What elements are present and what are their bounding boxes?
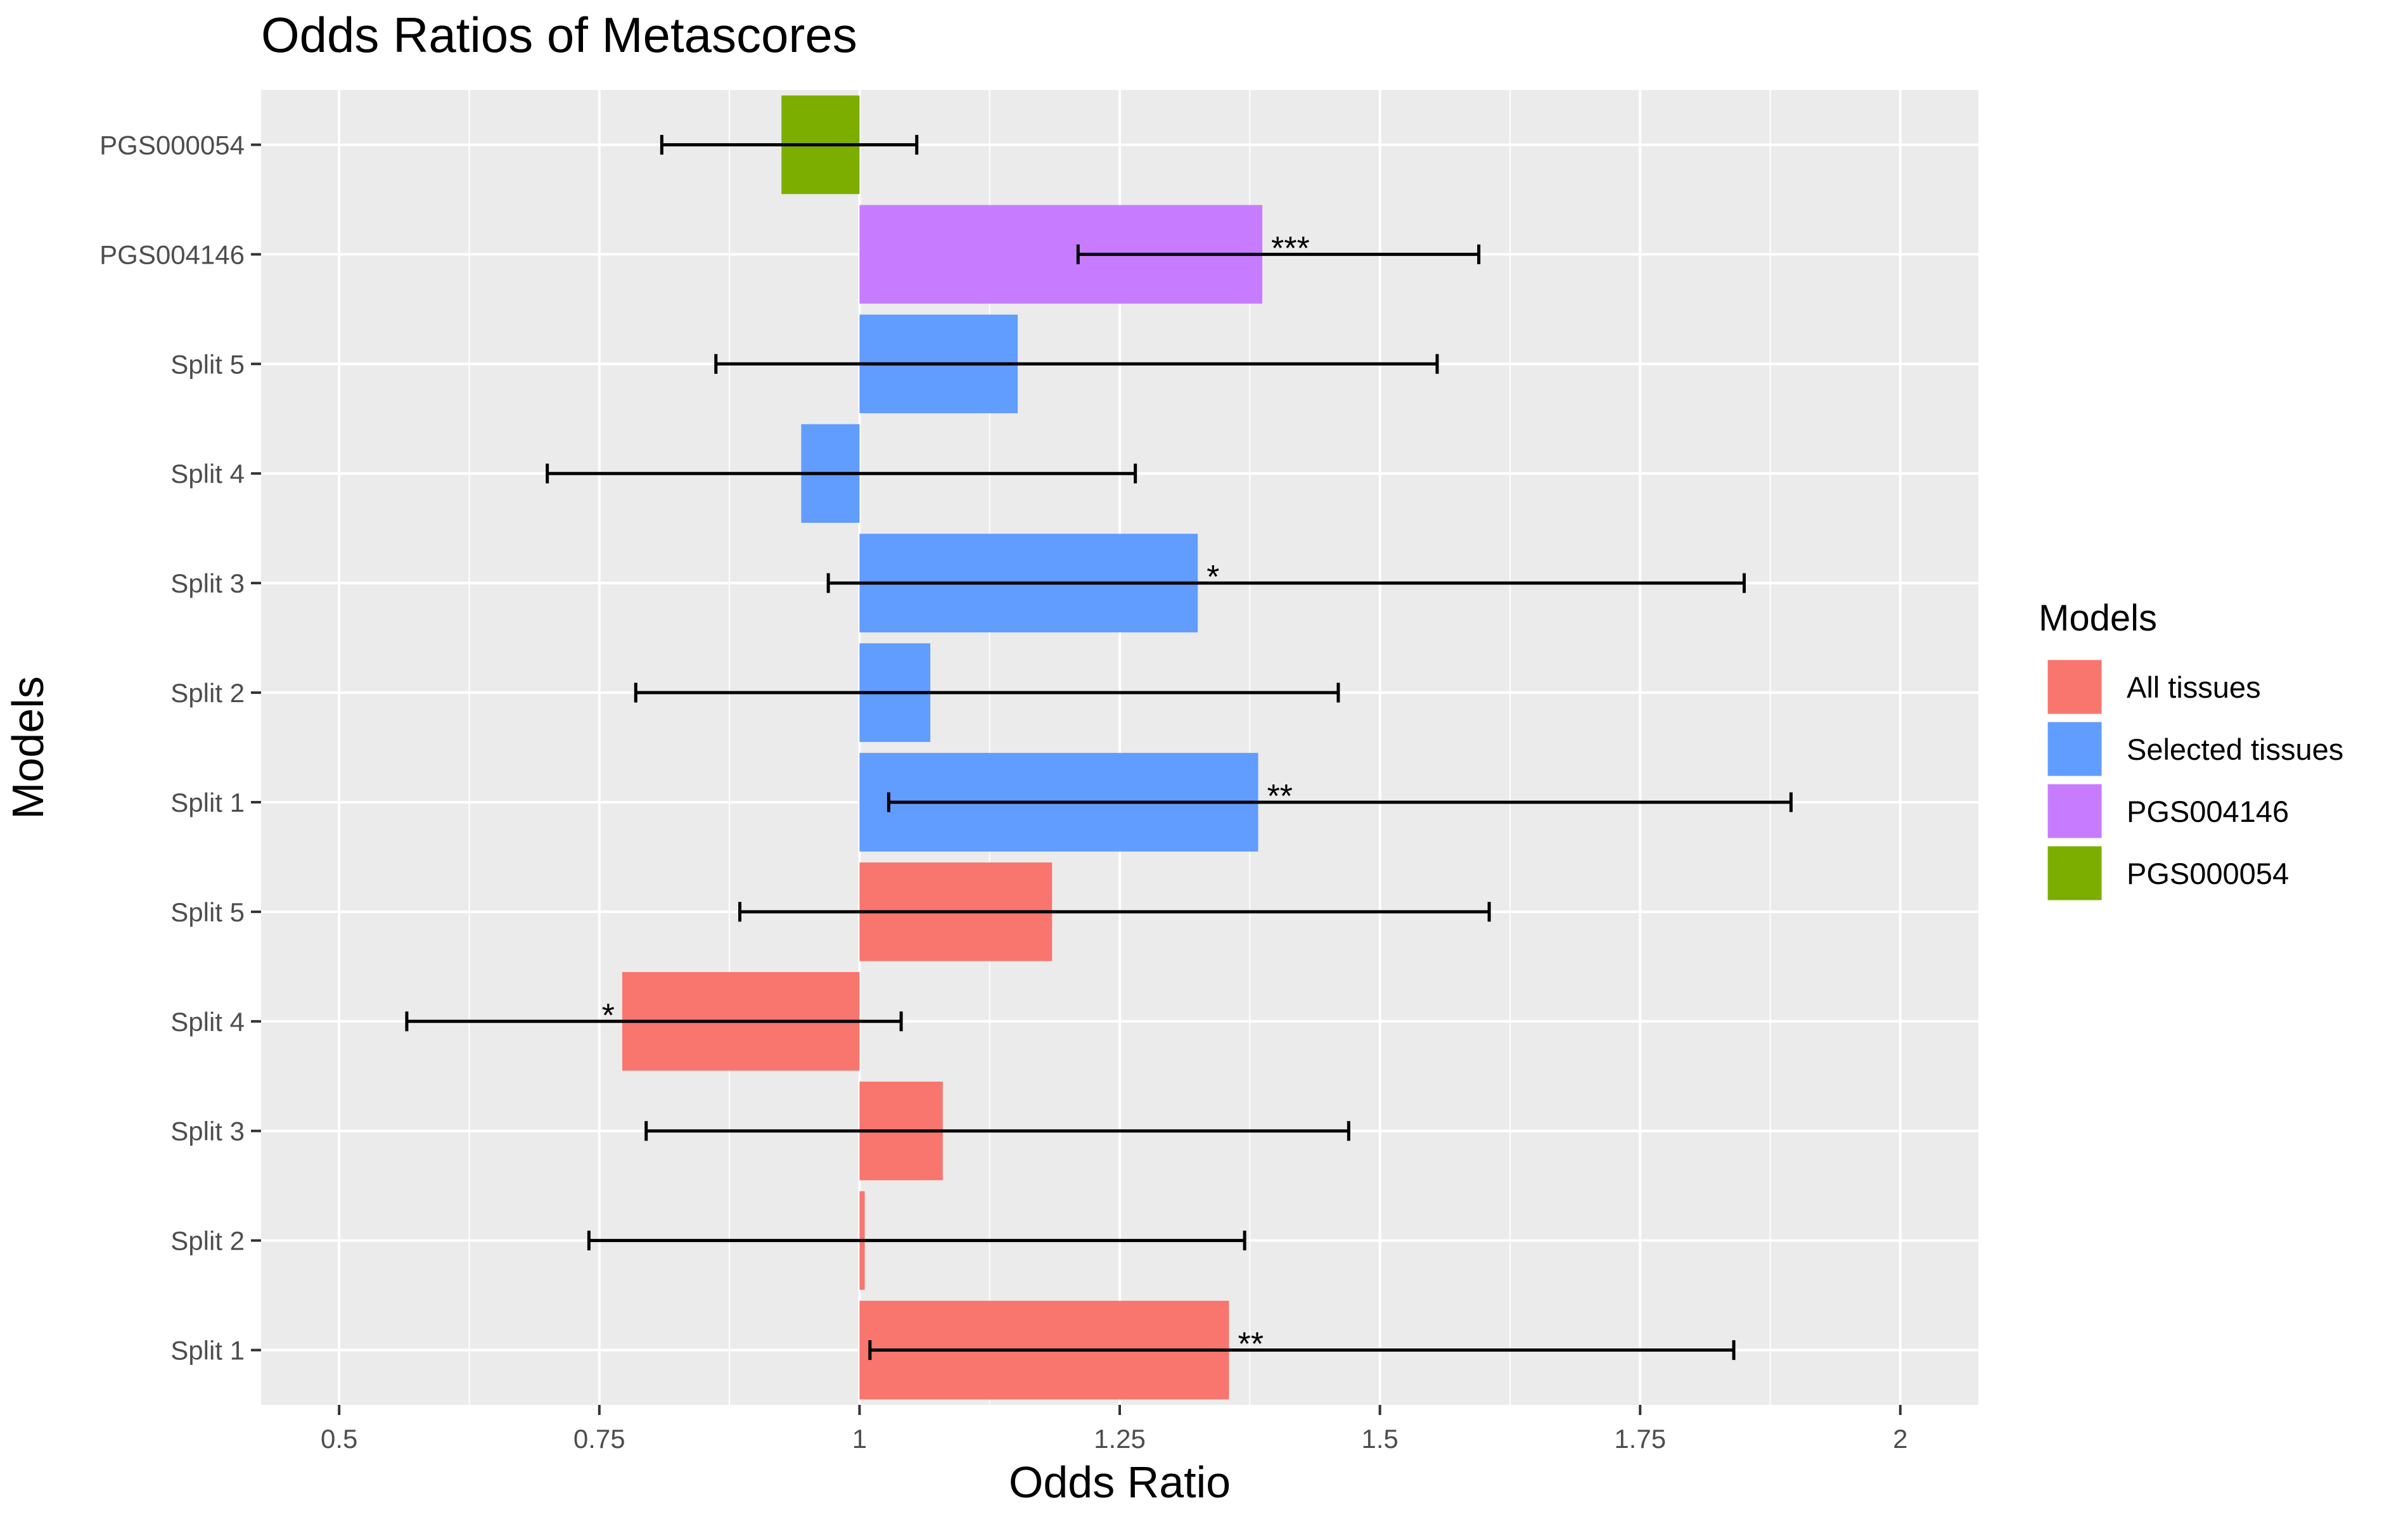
- legend-label: PGS000054: [2127, 857, 2289, 890]
- legend-key-swatch: [2046, 782, 2104, 840]
- legend-label: PGS004146: [2127, 795, 2289, 828]
- x-tick-label: 1.5: [1361, 1424, 1398, 1454]
- legend-label: All tissues: [2127, 670, 2261, 704]
- y-tick-label: Split 1: [170, 1336, 245, 1366]
- x-tick-label: 1.25: [1094, 1424, 1146, 1454]
- significance-label: **: [1238, 1326, 1263, 1363]
- x-tick-label: 0.75: [573, 1424, 625, 1454]
- significance-labels: *********: [602, 230, 1310, 1362]
- y-tick-label: Split 2: [170, 1226, 245, 1256]
- significance-label: *: [1207, 559, 1219, 596]
- x-tick-label: 1: [852, 1424, 867, 1454]
- significance-label: **: [1267, 778, 1292, 815]
- legend-title: Models: [2039, 598, 2157, 639]
- legend-key-swatch: [2046, 658, 2104, 716]
- y-tick-label: Split 3: [170, 568, 245, 598]
- legend: Models All tissues Selected tissues PGS004…: [2039, 598, 2343, 902]
- significance-label: *: [602, 997, 615, 1034]
- legend-key-swatch: [2046, 844, 2104, 902]
- y-tick-label: PGS000054: [99, 130, 245, 160]
- y-tick-label: Split 5: [170, 349, 245, 379]
- legend-key-swatch: [2046, 720, 2104, 778]
- significance-label: ***: [1271, 230, 1310, 267]
- x-tick-label: 1.75: [1614, 1424, 1666, 1454]
- y-tick-label: PGS004146: [99, 240, 245, 269]
- y-tick-label: Split 5: [170, 897, 245, 927]
- chart-title: Odds Ratios of Metascores: [261, 7, 857, 63]
- y-tick-label: Split 4: [170, 1007, 245, 1037]
- error-bars: [405, 134, 1793, 1361]
- x-axis-title: Odds Ratio: [1009, 1457, 1231, 1507]
- y-axis-title: Models: [3, 676, 53, 819]
- x-axis: 0.5 0.75 1 1.25 1.5 1.75 2: [321, 1405, 1907, 1454]
- x-tick-label: 2: [1893, 1424, 1907, 1454]
- y-tick-label: Split 4: [170, 459, 245, 489]
- legend-label: Selected tissues: [2127, 733, 2343, 766]
- x-tick-label: 0.5: [321, 1424, 357, 1454]
- y-tick-label: Split 3: [170, 1117, 245, 1146]
- y-tick-label: Split 1: [170, 788, 245, 817]
- y-tick-label: Split 2: [170, 678, 245, 708]
- y-axis: Split 1 Split 2 Split 3 Split 4 Split 5 Split…: [99, 130, 261, 1366]
